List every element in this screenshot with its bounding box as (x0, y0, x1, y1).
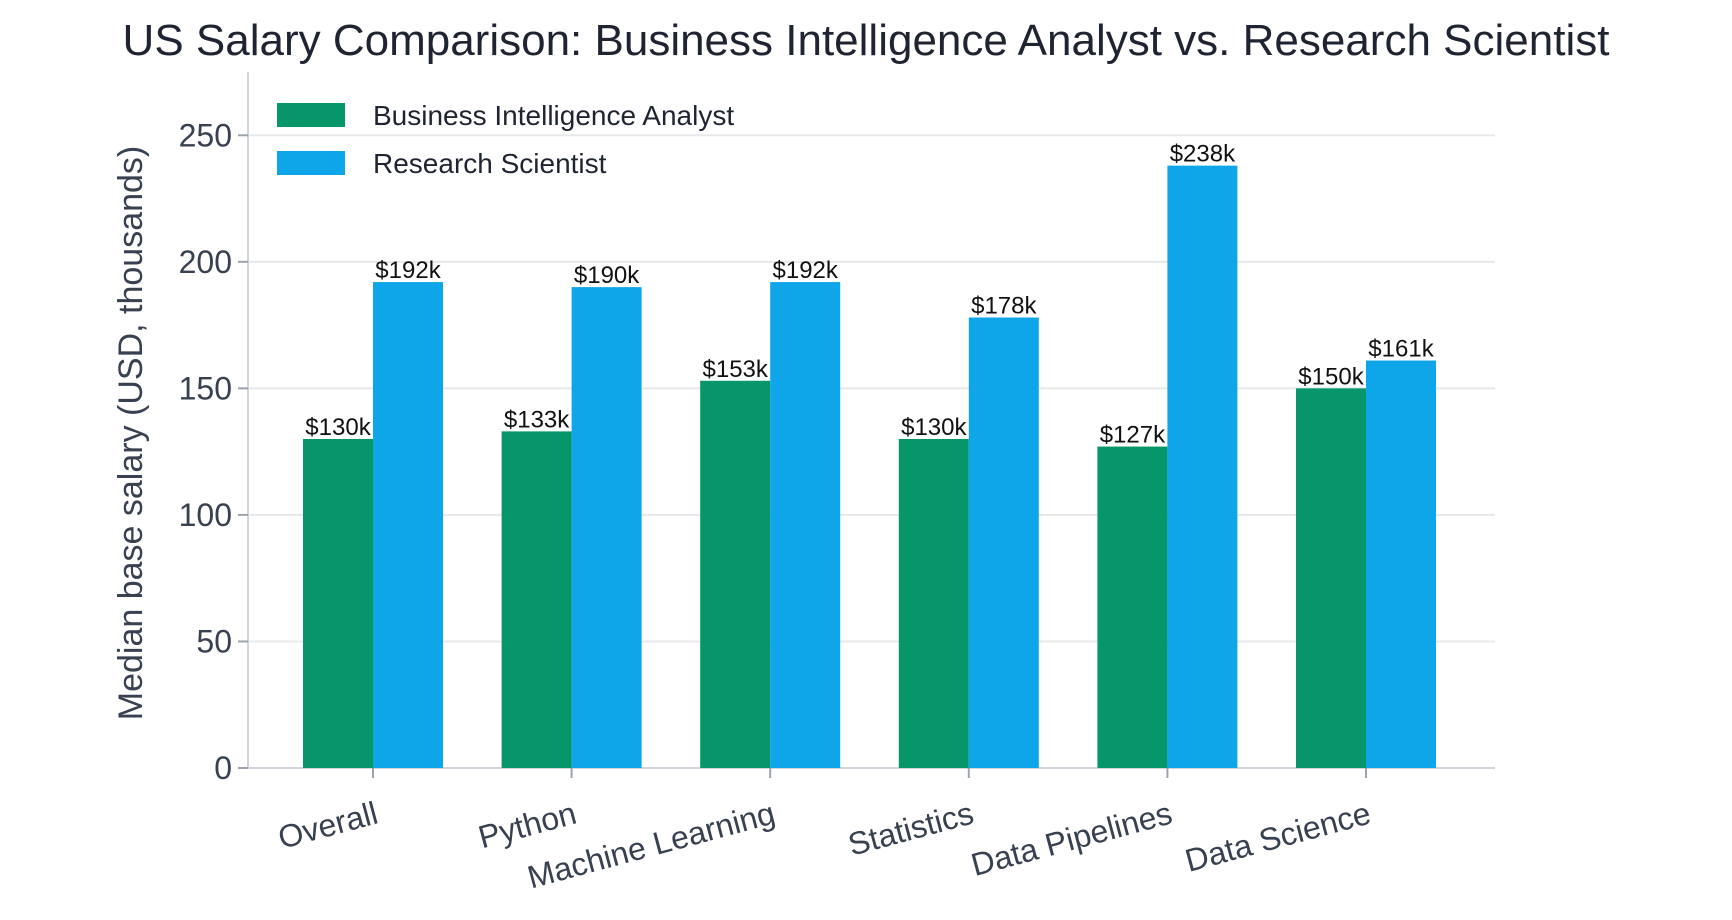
chart-title: US Salary Comparison: Business Intellige… (123, 16, 1610, 65)
y-tick-label: 150 (179, 370, 232, 406)
bar-bi-analyst-1 (501, 431, 572, 768)
axes (247, 72, 1495, 769)
legend-swatch-bi-analyst (277, 103, 345, 127)
bar-value-label: $153k (703, 356, 769, 383)
gridlines (248, 134, 1495, 643)
bar-bi-analyst-0 (303, 438, 373, 768)
y-tick-label: 250 (179, 117, 232, 153)
legend-swatch-research-scientist (277, 151, 345, 175)
bar-bi-analyst-3 (898, 438, 969, 768)
bar-research-scientist-4 (1167, 165, 1238, 769)
legend: Business Intelligence Analyst Research Sc… (277, 100, 734, 179)
bar-value-label: $133k (504, 406, 570, 433)
x-category-label: Overall (274, 795, 381, 856)
bar-bi-analyst-4 (1097, 446, 1168, 768)
bars (303, 165, 1436, 769)
bar-value-label: $178k (971, 292, 1037, 319)
bar-bi-analyst-2 (700, 380, 771, 768)
bar-value-label: $127k (1100, 422, 1166, 449)
y-axis-label: Median base salary (USD, thousands) (112, 146, 150, 721)
data-labels: $130k $192k $133k $190k $153k $192k $130k $178k… (305, 141, 1434, 449)
x-category-label: Python (474, 795, 580, 856)
bar-research-scientist-2 (770, 282, 841, 768)
bar-value-label: $238k (1170, 141, 1236, 168)
bar-research-scientist-0 (373, 282, 443, 768)
y-tick-label: 100 (179, 497, 232, 533)
x-category-label: Data Science (1181, 795, 1374, 879)
bar-value-label: $192k (375, 257, 441, 284)
legend-label: Research Scientist (373, 148, 607, 179)
x-category-label: Statistics (844, 795, 977, 863)
bar-research-scientist-1 (571, 287, 642, 768)
bar-research-scientist-5 (1366, 360, 1436, 768)
bar-value-label: $150k (1298, 363, 1364, 390)
bar-value-label: $161k (1368, 336, 1434, 363)
legend-label: Business Intelligence Analyst (373, 100, 734, 131)
bar-value-label: $130k (901, 414, 967, 441)
bar-value-label: $192k (773, 257, 839, 284)
x-category-label: Data Pipelines (967, 795, 1176, 883)
bar-research-scientist-3 (968, 317, 1039, 768)
y-tick-label: 200 (179, 244, 232, 280)
bar-bi-analyst-5 (1296, 388, 1366, 768)
bar-value-label: $130k (305, 414, 371, 441)
y-tick-label: 50 (196, 623, 232, 659)
y-tick-label: 0 (214, 750, 232, 786)
bar-value-label: $190k (574, 262, 640, 289)
